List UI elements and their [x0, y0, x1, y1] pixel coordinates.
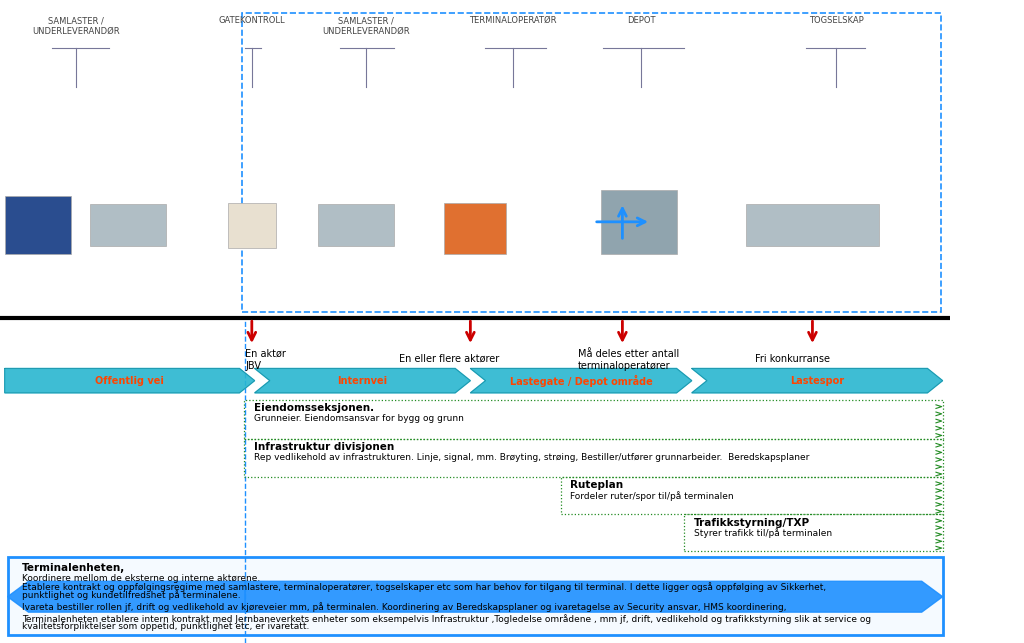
- Text: Offentlig vei: Offentlig vei: [95, 376, 164, 386]
- Text: TERMINALOPERATØR: TERMINALOPERATØR: [469, 16, 557, 25]
- Text: GATEKONTROLL: GATEKONTROLL: [218, 16, 285, 25]
- Text: DEPOT: DEPOT: [627, 16, 655, 25]
- FancyBboxPatch shape: [7, 557, 943, 635]
- Text: Infrastruktur divisjonen: Infrastruktur divisjonen: [254, 442, 394, 452]
- Polygon shape: [255, 368, 470, 393]
- Polygon shape: [245, 581, 943, 612]
- Text: punktlighet og kundetilfredshet på terminalene.: punktlighet og kundetilfredshet på termi…: [22, 590, 241, 600]
- Text: Ivareta bestiller rollen jf, drift og vedlikehold av kjøreveier mm, på terminale: Ivareta bestiller rollen jf, drift og ve…: [22, 602, 786, 612]
- Text: Etablere kontrakt og oppfølgingsregime med samlastere, terminaloperatører, togse: Etablere kontrakt og oppfølgingsregime m…: [22, 582, 826, 592]
- Text: Må deles etter antall
terminaloperatører: Må deles etter antall terminaloperatører: [578, 349, 679, 371]
- Text: Fordeler ruter/spor til/på terminalen: Fordeler ruter/spor til/på terminalen: [570, 491, 734, 501]
- Polygon shape: [7, 581, 245, 612]
- Text: kvalitetsforpliktelser som oppetid, punktlighet etc, er ivaretatt.: kvalitetsforpliktelser som oppetid, punk…: [22, 622, 309, 631]
- Text: Terminalenheten etablere intern kontrakt med Jernbaneverkets enheter som eksempe: Terminalenheten etablere intern kontrakt…: [22, 613, 871, 624]
- Text: SAMLASTER /
UNDERLEVERANDØR: SAMLASTER / UNDERLEVERANDØR: [322, 16, 410, 35]
- Text: Rep vedlikehold av infrastrukturen. Linje, signal, mm. Brøyting, strøing, Bestil: Rep vedlikehold av infrastrukturen. Linj…: [254, 453, 809, 462]
- FancyBboxPatch shape: [444, 203, 506, 254]
- Text: Lastegate / Depot område: Lastegate / Depot område: [510, 375, 652, 386]
- FancyBboxPatch shape: [5, 196, 72, 254]
- Text: Terminalenheten,: Terminalenheten,: [22, 563, 125, 573]
- Text: Koordinere mellom de eksterne og interne aktørene.: Koordinere mellom de eksterne og interne…: [22, 574, 260, 583]
- FancyBboxPatch shape: [745, 204, 879, 246]
- Text: Trafikkstyrning/TXP: Trafikkstyrning/TXP: [693, 518, 810, 528]
- Polygon shape: [5, 368, 255, 393]
- Text: Internvei: Internvei: [338, 376, 387, 386]
- Text: Grunneier. Eiendomsansvar for bygg og grunn: Grunneier. Eiendomsansvar for bygg og gr…: [254, 414, 464, 423]
- Text: Ruteplan: Ruteplan: [570, 480, 624, 491]
- Polygon shape: [470, 368, 692, 393]
- FancyBboxPatch shape: [318, 204, 394, 246]
- FancyBboxPatch shape: [228, 203, 275, 248]
- FancyBboxPatch shape: [90, 204, 166, 246]
- Text: En aktør
JBV: En aktør JBV: [245, 349, 286, 371]
- Text: SAMLASTER /
UNDERLEVERANDØR: SAMLASTER / UNDERLEVERANDØR: [32, 16, 120, 35]
- Text: Lastespor: Lastespor: [791, 376, 844, 386]
- FancyBboxPatch shape: [600, 190, 677, 254]
- Polygon shape: [692, 368, 943, 393]
- Text: Styrer trafikk til/på terminalen: Styrer trafikk til/på terminalen: [693, 529, 831, 538]
- Text: TOGSELSKAP: TOGSELSKAP: [809, 16, 863, 25]
- Text: Eiendomsseksjonen.: Eiendomsseksjonen.: [254, 403, 374, 413]
- Text: En eller flere aktører: En eller flere aktører: [399, 354, 500, 364]
- Text: Fri konkurranse: Fri konkurranse: [756, 354, 830, 364]
